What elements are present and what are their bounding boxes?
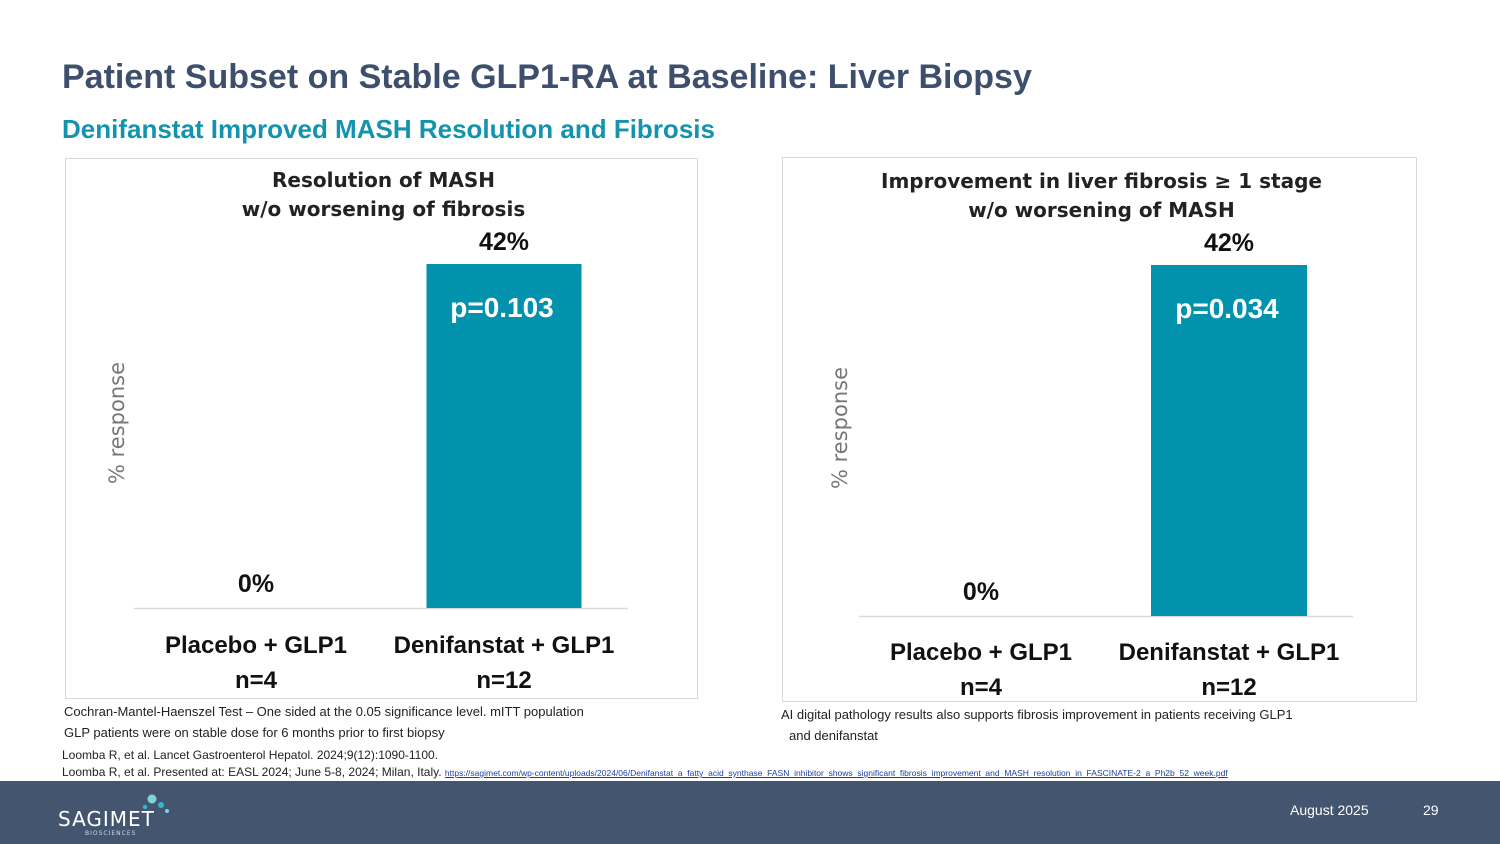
bar-2 (426, 264, 582, 608)
chart-title-line-2: w/o worsening of MASH (968, 198, 1235, 222)
chart-title-line-1: Improvement in liver fibrosis ≥ 1 stage (881, 169, 1322, 193)
company-logo: SAGIMET BIOSCIENCES (58, 791, 188, 837)
category-n-1: n=4 (235, 667, 278, 694)
reference-1: Loomba R, et al. Lancet Gastroenterol He… (62, 748, 439, 762)
category-label-1: Placebo + GLP1 (165, 632, 347, 659)
slide-title: Patient Subset on Stable GLP1-RA at Base… (62, 58, 1032, 96)
reference-2-text: Loomba R, et al. Presented at: EASL 2024… (62, 765, 442, 779)
category-label-2: Denifanstat + GLP1 (1119, 639, 1340, 666)
dots-logo-icon (142, 794, 169, 813)
chart-title-line-1: Resolution of MASH (272, 168, 495, 192)
data-label-2: 42% (479, 228, 529, 256)
note-left-line-1: Cochran-Mantel-Haenszel Test – One sided… (64, 704, 584, 719)
y-axis-label: % response (828, 367, 852, 489)
category-label-2: Denifanstat + GLP1 (394, 632, 615, 659)
note-left-line-2: GLP patients were on stable dose for 6 m… (64, 725, 445, 740)
logo-subtitle: BIOSCIENCES (85, 830, 137, 837)
reference-link[interactable]: https://sagimet.com/wp-content/uploads/2… (444, 768, 1228, 778)
chart-right: Improvement in liver fibrosis ≥ 1 stage w… (782, 157, 1417, 702)
chart-left-svg: Resolution of MASH w/o worsening of fibro… (105, 168, 628, 694)
footer-date: August 2025 (1290, 802, 1369, 818)
note-left: Cochran-Mantel-Haenszel Test – One sided… (64, 701, 584, 743)
bar-2 (1151, 265, 1307, 616)
chart-right-svg: Improvement in liver fibrosis ≥ 1 stage w… (828, 169, 1353, 701)
category-n-2: n=12 (476, 667, 531, 694)
footer-bar: SAGIMET BIOSCIENCES August 2025 29 (0, 781, 1500, 844)
category-label-1: Placebo + GLP1 (890, 639, 1072, 666)
chart-left: Resolution of MASH w/o worsening of fibro… (65, 158, 698, 699)
chart-title-line-2: w/o worsening of fibrosis (242, 197, 525, 221)
category-n-2: n=12 (1201, 674, 1256, 701)
slide-subtitle: Denifanstat Improved MASH Resolution and… (62, 114, 715, 144)
logo-wordmark: SAGIMET (58, 807, 155, 831)
y-axis-label: % response (105, 362, 129, 484)
category-n-1: n=4 (960, 674, 1003, 701)
p-value-annotation: p=0.034 (1175, 293, 1279, 324)
note-right-line-1: AI digital pathology results also suppor… (781, 707, 1293, 722)
page-number: 29 (1423, 802, 1439, 818)
data-label-1: 0% (238, 570, 274, 598)
note-right: AI digital pathology results also suppor… (781, 704, 1293, 746)
references: Loomba R, et al. Lancet Gastroenterol He… (62, 747, 1228, 782)
p-value-annotation: p=0.103 (450, 292, 554, 323)
note-right-line-2: and denifanstat (789, 728, 878, 743)
data-label-2: 42% (1204, 229, 1254, 257)
reference-2: Loomba R, et al. Presented at: EASL 2024… (62, 764, 1228, 782)
data-label-1: 0% (963, 578, 999, 606)
